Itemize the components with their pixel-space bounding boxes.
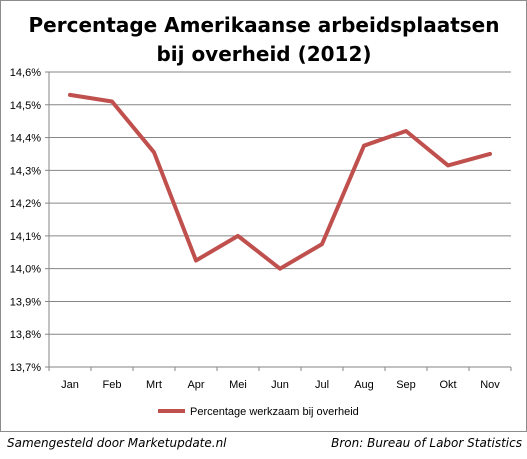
footer-source: Bron: Bureau of Labor Statistics (331, 436, 522, 450)
legend: Percentage werkzaam bij overheid (158, 406, 359, 418)
x-tick-label: Mei (229, 379, 247, 391)
chart-title: Percentage Amerikaanse arbeidsplaatsen bi… (29, 13, 500, 66)
y-tick-label: 14,2% (10, 198, 41, 210)
y-tick-label: 13,8% (10, 329, 41, 341)
y-tick-labels: 13,7% 13,8% 13,9% 14,0% 14,1% 14,2% 14,3% 14,4%… (10, 67, 41, 374)
x-tick-label: Aug (354, 379, 374, 391)
x-tick-labels: Jan Feb Mrt Apr Mei Jun Jul Aug Sep Okt Nov (61, 379, 500, 391)
x-tick-label: Feb (103, 379, 122, 391)
x-tick-label: Okt (439, 379, 456, 391)
line-chart: Percentage Amerikaanse arbeidsplaatsen bi… (10, 13, 512, 418)
x-tick-label: Nov (480, 379, 500, 391)
y-tick-label: 14,6% (10, 67, 41, 79)
y-tick-label: 13,7% (10, 362, 41, 374)
y-tick-label: 14,5% (10, 100, 41, 112)
x-tick-label: Jan (61, 379, 79, 391)
x-tick-label: Apr (187, 379, 204, 391)
y-tick-label: 14,4% (10, 133, 41, 145)
x-tick-label: Jun (271, 379, 289, 391)
axes (48, 72, 512, 371)
x-tick-label: Jul (315, 379, 329, 391)
y-tick-label: 14,0% (10, 264, 41, 276)
y-tick-label: 13,9% (10, 296, 41, 308)
chart-title-line-2: bij overheid (2012) (156, 42, 371, 66)
chart-frame: Percentage Amerikaanse arbeidsplaatsen bi… (0, 0, 527, 432)
series-line (68, 92, 492, 271)
x-tick-label: Mrt (146, 379, 162, 391)
chart-title-line-1: Percentage Amerikaanse arbeidsplaatsen (29, 13, 500, 37)
legend-label: Percentage werkzaam bij overheid (190, 406, 359, 418)
y-tick-label: 14,3% (10, 165, 41, 177)
y-tick-label: 14,1% (10, 231, 41, 243)
footer-credit: Samengesteld door Marketupdate.nl (7, 436, 227, 450)
series-lines (68, 92, 492, 271)
gridlines (45, 71, 511, 368)
x-tick-label: Sep (396, 379, 416, 391)
